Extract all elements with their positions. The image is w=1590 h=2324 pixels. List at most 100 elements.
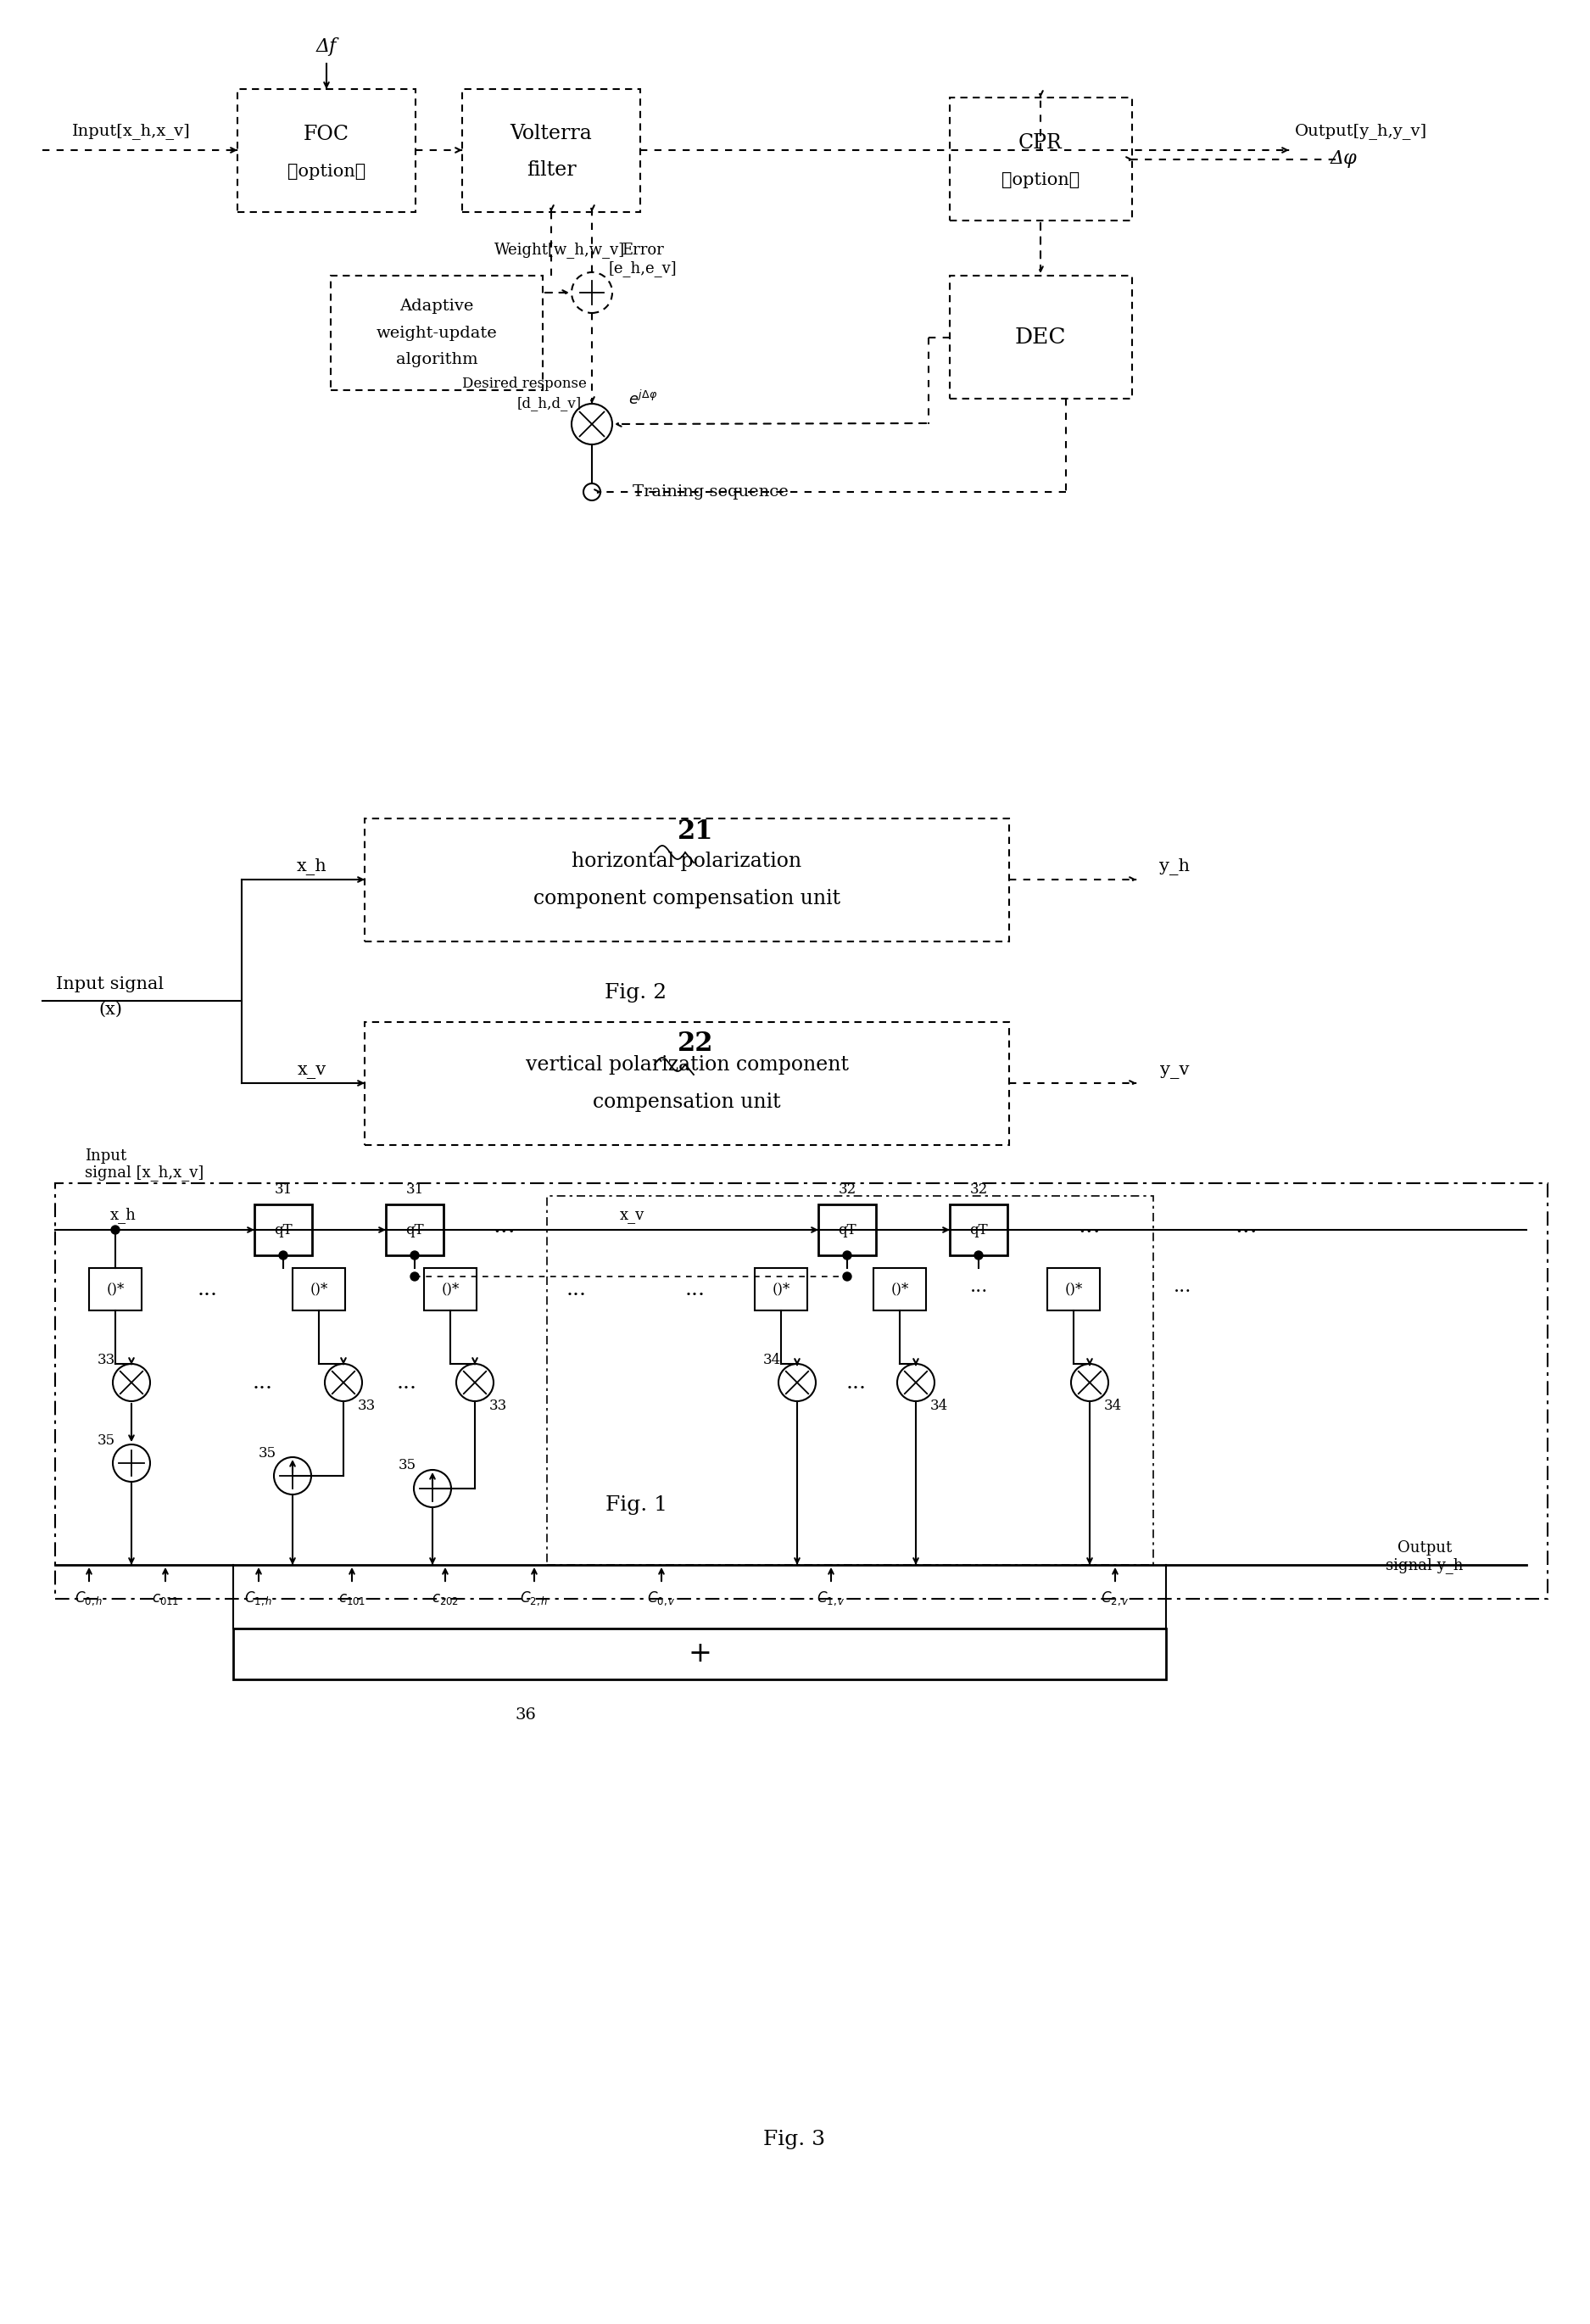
Text: 35: 35 <box>97 1434 114 1448</box>
FancyBboxPatch shape <box>254 1204 312 1255</box>
FancyBboxPatch shape <box>425 1269 477 1311</box>
Text: ()*: ()* <box>773 1283 790 1297</box>
Text: qT: qT <box>970 1222 987 1236</box>
Text: ...: ... <box>1078 1213 1100 1236</box>
Text: 33: 33 <box>97 1353 114 1367</box>
Text: 34: 34 <box>930 1399 948 1413</box>
Text: Output[y_h,y_v]: Output[y_h,y_v] <box>1294 123 1428 139</box>
Text: $C_{0,v}$: $C_{0,v}$ <box>647 1590 676 1608</box>
Text: algorithm: algorithm <box>396 351 477 367</box>
Text: 21: 21 <box>677 818 714 844</box>
Text: qT: qT <box>405 1222 425 1236</box>
Text: Weight[w_h,w_v]: Weight[w_h,w_v] <box>494 242 625 258</box>
Text: ()*: ()* <box>310 1283 328 1297</box>
FancyBboxPatch shape <box>463 88 641 211</box>
FancyBboxPatch shape <box>1048 1269 1100 1311</box>
Text: Volterra: Volterra <box>510 123 591 144</box>
Text: ...: ... <box>1235 1213 1258 1236</box>
Circle shape <box>111 1225 119 1234</box>
Text: x_h: x_h <box>110 1208 137 1222</box>
Text: $C_{1,h}$: $C_{1,h}$ <box>245 1590 273 1608</box>
Text: 32: 32 <box>838 1183 855 1197</box>
Text: Output: Output <box>1398 1541 1452 1555</box>
Text: ...: ... <box>685 1281 706 1299</box>
Text: （option）: （option） <box>288 163 366 179</box>
Text: $C_{2,v}$: $C_{2,v}$ <box>1100 1590 1129 1608</box>
Text: Input: Input <box>84 1148 127 1164</box>
FancyBboxPatch shape <box>331 277 542 390</box>
FancyBboxPatch shape <box>949 277 1132 400</box>
Text: weight-update: weight-update <box>377 325 498 342</box>
Text: $C_{1,v}$: $C_{1,v}$ <box>817 1590 846 1608</box>
FancyBboxPatch shape <box>386 1204 444 1255</box>
Text: [d_h,d_v]: [d_h,d_v] <box>517 397 582 411</box>
Text: 31: 31 <box>405 1183 423 1197</box>
Text: 31: 31 <box>273 1183 293 1197</box>
Text: 36: 36 <box>515 1708 536 1722</box>
Text: FOC: FOC <box>304 125 350 144</box>
Text: 34: 34 <box>763 1353 781 1367</box>
Text: $c_{101}$: $c_{101}$ <box>339 1592 366 1606</box>
Text: Input signal: Input signal <box>56 976 164 992</box>
Text: ()*: ()* <box>1065 1283 1083 1297</box>
Circle shape <box>410 1271 418 1281</box>
Text: Adaptive: Adaptive <box>399 300 474 314</box>
Text: filter: filter <box>526 160 576 179</box>
Text: 33: 33 <box>488 1399 507 1413</box>
FancyBboxPatch shape <box>89 1269 142 1311</box>
Text: 22: 22 <box>677 1030 714 1057</box>
Circle shape <box>410 1250 418 1260</box>
Text: ()*: ()* <box>890 1283 909 1297</box>
Text: Desired response: Desired response <box>461 376 587 390</box>
Text: component compensation unit: component compensation unit <box>533 888 841 909</box>
Text: 35: 35 <box>398 1459 417 1473</box>
Text: signal [x_h,x_v]: signal [x_h,x_v] <box>84 1164 204 1181</box>
Text: 33: 33 <box>358 1399 375 1413</box>
Text: $C_{0,h}$: $C_{0,h}$ <box>75 1590 103 1608</box>
Text: x_v: x_v <box>297 1062 326 1078</box>
Text: vertical polarization component: vertical polarization component <box>525 1055 849 1076</box>
Text: x_v: x_v <box>620 1208 644 1222</box>
Text: y_h: y_h <box>1159 858 1189 876</box>
Circle shape <box>975 1250 983 1260</box>
Text: ...: ... <box>846 1373 867 1392</box>
Text: 34: 34 <box>1103 1399 1121 1413</box>
Text: ...: ... <box>398 1373 417 1392</box>
FancyBboxPatch shape <box>949 1204 1008 1255</box>
Text: compensation unit: compensation unit <box>593 1092 781 1111</box>
Text: qT: qT <box>838 1222 857 1236</box>
Text: Training sequence: Training sequence <box>633 483 789 500</box>
Text: Input[x_h,x_v]: Input[x_h,x_v] <box>72 123 191 139</box>
Text: ...: ... <box>253 1373 273 1392</box>
Text: $c_{202}$: $c_{202}$ <box>431 1592 460 1606</box>
Text: ...: ... <box>970 1278 989 1297</box>
Text: Δφ: Δφ <box>1331 149 1358 167</box>
Text: Fig. 1: Fig. 1 <box>606 1497 666 1515</box>
FancyBboxPatch shape <box>237 88 415 211</box>
Text: Δf: Δf <box>316 37 337 56</box>
FancyBboxPatch shape <box>364 818 1010 941</box>
Text: ...: ... <box>197 1281 218 1299</box>
Text: （option）: （option） <box>1002 172 1080 188</box>
Text: $C_{2,h}$: $C_{2,h}$ <box>520 1590 549 1608</box>
Text: CPR: CPR <box>1019 132 1062 153</box>
Text: signal y_h: signal y_h <box>1386 1557 1463 1573</box>
Text: 32: 32 <box>970 1183 987 1197</box>
Circle shape <box>843 1250 851 1260</box>
FancyBboxPatch shape <box>364 1023 1010 1146</box>
Text: x_h: x_h <box>296 858 326 876</box>
Text: horizontal polarization: horizontal polarization <box>572 853 801 872</box>
Text: Fig. 3: Fig. 3 <box>763 2129 825 2150</box>
FancyBboxPatch shape <box>949 98 1132 221</box>
Circle shape <box>843 1271 851 1281</box>
Text: Error: Error <box>622 242 665 258</box>
Text: +: + <box>688 1641 711 1669</box>
FancyBboxPatch shape <box>293 1269 345 1311</box>
Text: Fig. 2: Fig. 2 <box>604 983 668 1002</box>
FancyBboxPatch shape <box>234 1629 1165 1680</box>
Text: $e^{j\Delta\varphi}$: $e^{j\Delta\varphi}$ <box>628 390 657 407</box>
FancyBboxPatch shape <box>819 1204 876 1255</box>
FancyBboxPatch shape <box>873 1269 925 1311</box>
Text: qT: qT <box>273 1222 293 1236</box>
Text: y_v: y_v <box>1159 1062 1189 1078</box>
